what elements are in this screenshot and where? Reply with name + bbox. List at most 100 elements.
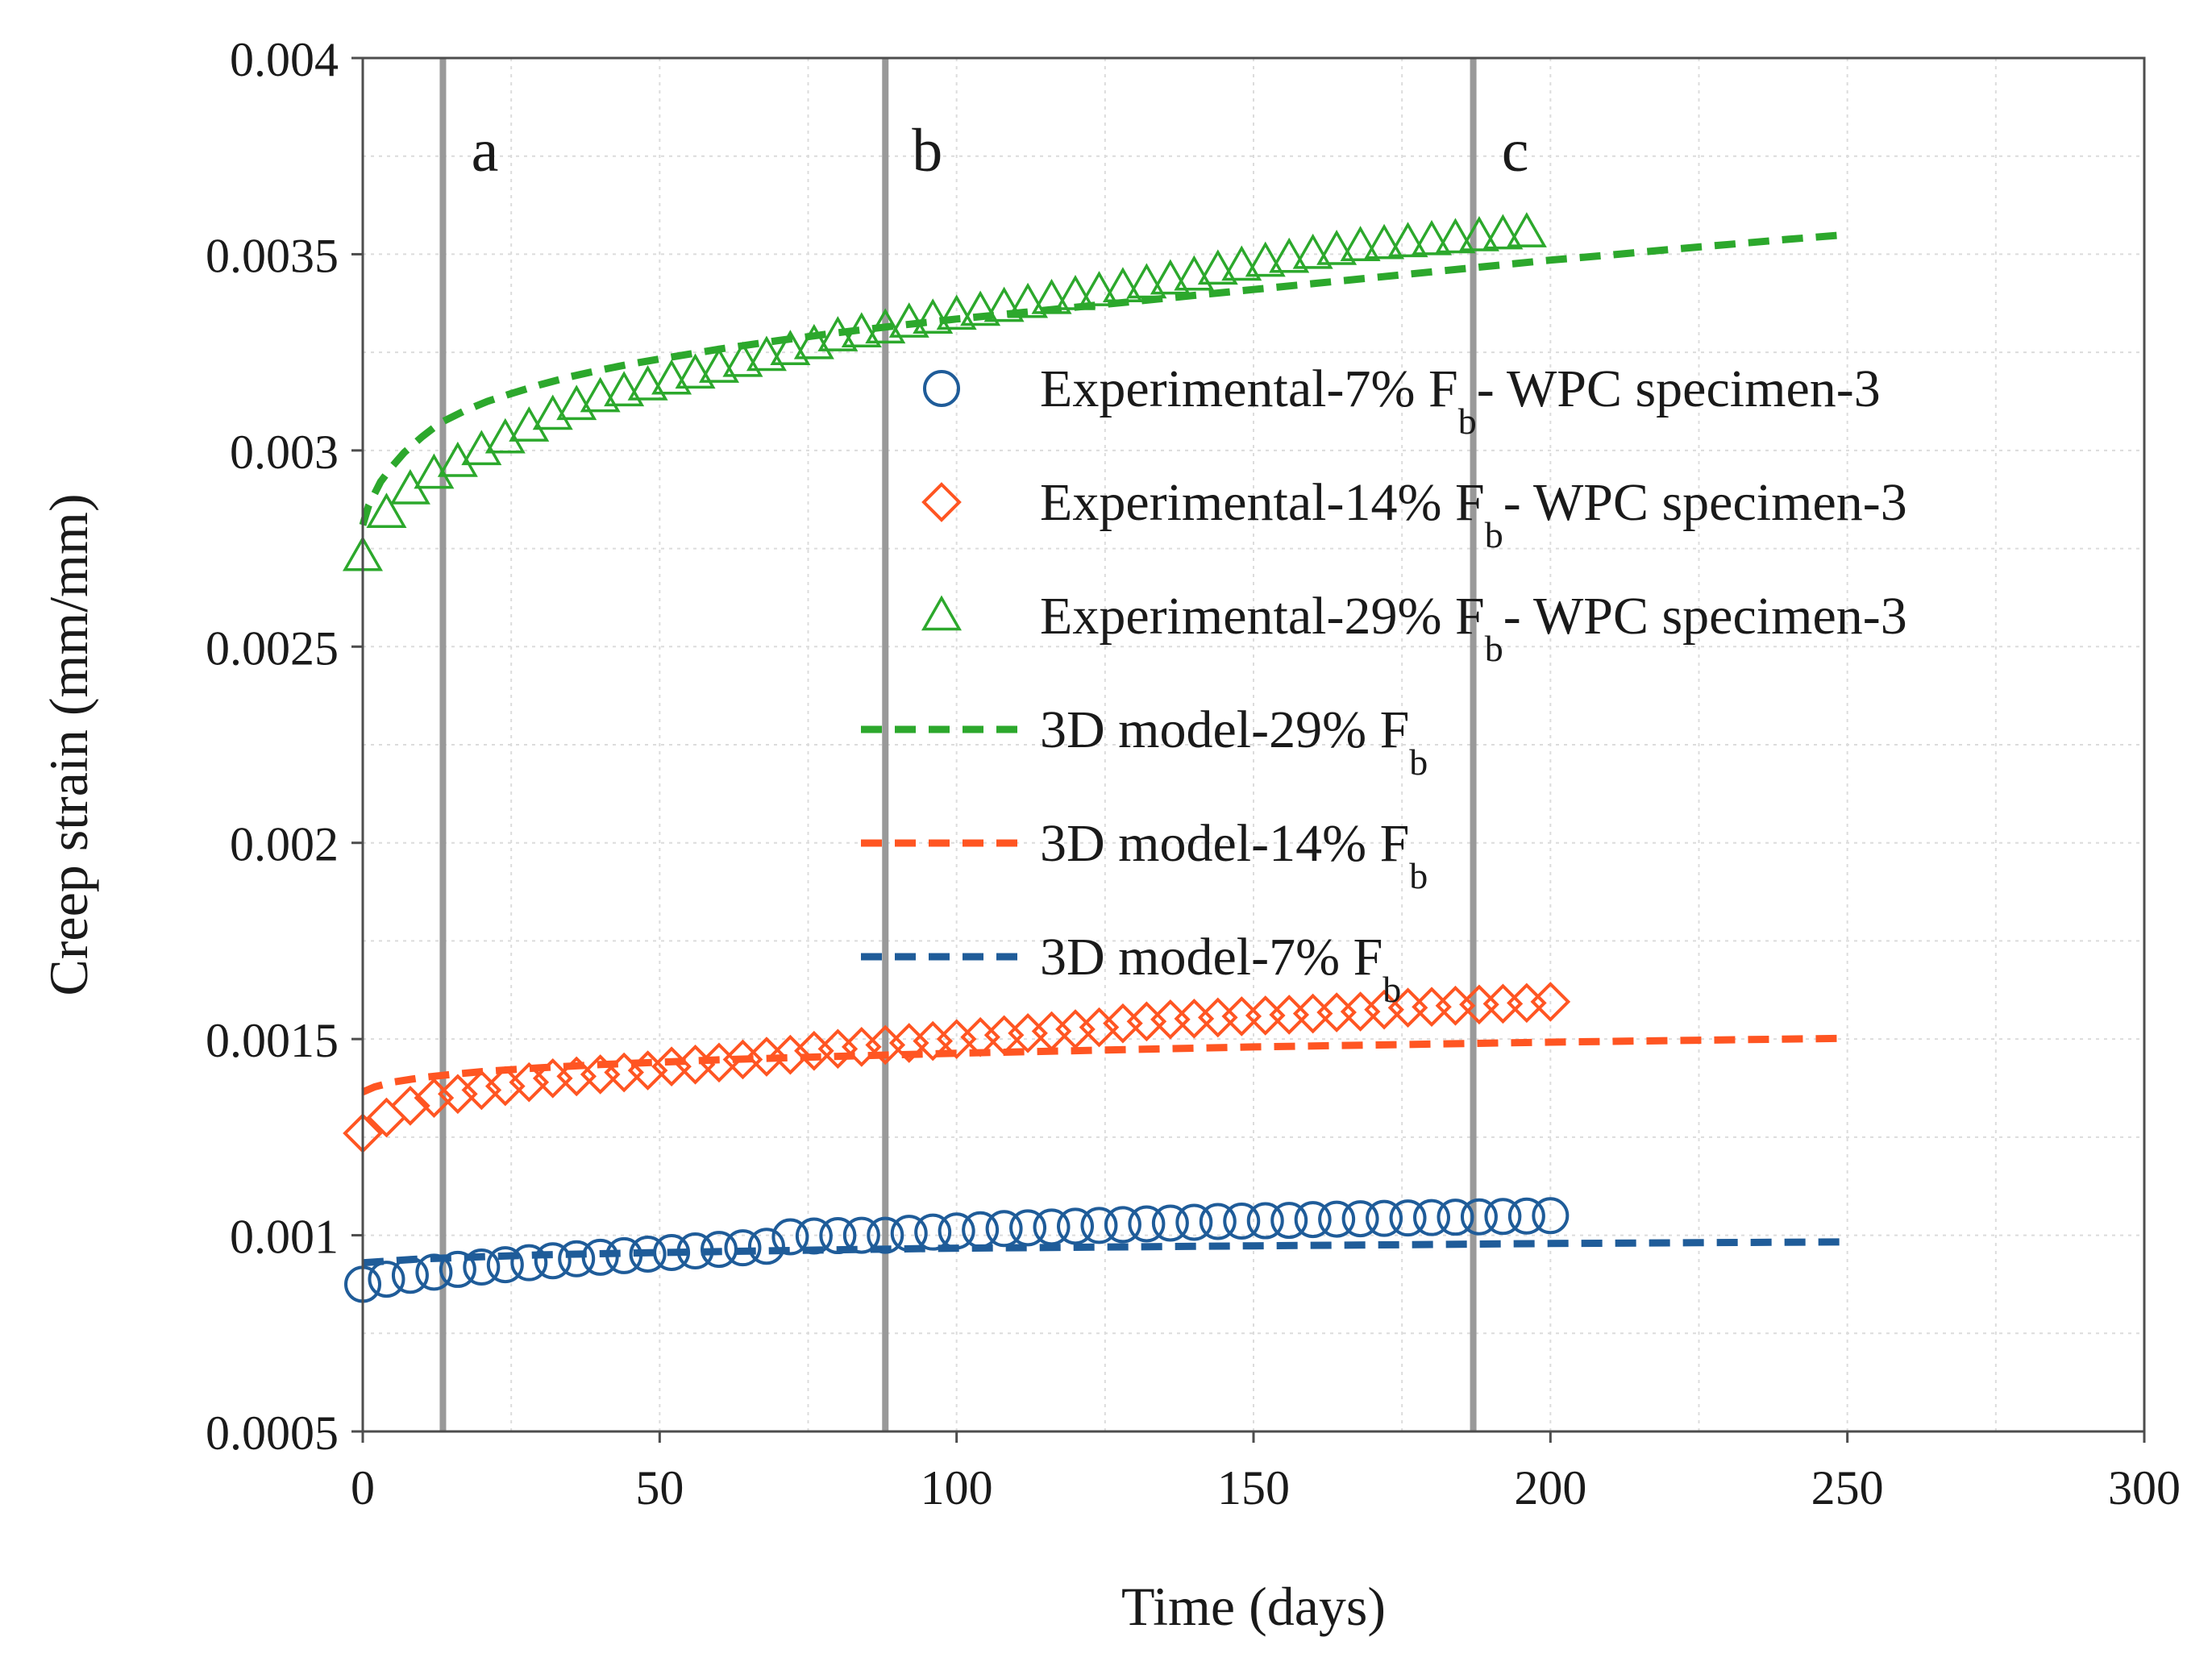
data-point-triangle — [1506, 212, 1547, 247]
data-point-diamond — [983, 1015, 1025, 1056]
legend-label-main: Experimental-7% F — [1040, 359, 1458, 418]
data-point-diamond — [817, 1028, 859, 1070]
data-point-diamond — [1412, 987, 1452, 1028]
data-point-diamond — [1530, 982, 1571, 1022]
model-curve-3 — [359, 231, 1848, 526]
x-tick-label: 0 — [351, 1461, 375, 1514]
data-point-circle — [1246, 1202, 1284, 1240]
data-point-triangle — [960, 290, 1001, 326]
data-point-triangle — [580, 376, 621, 413]
data-point-diamond — [1008, 1013, 1048, 1053]
data-point-circle — [914, 1213, 952, 1251]
data-point-triangle — [913, 298, 954, 334]
legend-label-main: 3D model-29% F — [1040, 700, 1409, 759]
legend-label-subscript: b — [1409, 742, 1428, 783]
data-point-diamond — [1150, 999, 1191, 1040]
legend-label-suffix: - WPC specimen-3 — [1477, 359, 1881, 418]
x-tick-label: 250 — [1811, 1461, 1884, 1514]
data-point-diamond — [1292, 993, 1333, 1034]
data-point-diamond — [1459, 984, 1499, 1025]
data-point-circle — [1318, 1200, 1356, 1238]
data-point-circle — [510, 1244, 548, 1282]
legend-label: Experimental-29% Fb- WPC specimen-3 — [1040, 587, 1907, 669]
data-point-triangle — [627, 364, 668, 401]
data-point-circle — [1460, 1198, 1498, 1236]
data-point-triangle — [1174, 255, 1215, 291]
data-point-circle — [1389, 1199, 1427, 1237]
data-point-circle — [1366, 1199, 1403, 1237]
series-4 — [361, 1034, 1848, 1096]
data-point-circle — [1413, 1199, 1450, 1236]
legend-label: 3D model-14% Fb — [1040, 814, 1428, 896]
data-point-triangle — [1411, 219, 1453, 256]
data-point-diamond — [770, 1034, 811, 1075]
data-point-circle — [1080, 1207, 1118, 1244]
data-point-diamond — [1031, 1011, 1072, 1052]
data-point-triangle — [651, 359, 692, 395]
legend-item-3: 3D model-29% Fb — [861, 700, 1428, 783]
legend-item-0: Experimental-7% Fb- WPC specimen-3 — [923, 359, 1881, 442]
data-point-circle — [1294, 1201, 1332, 1239]
y-tick-label: 0.001 — [230, 1211, 339, 1264]
legend-label-subscript: b — [1382, 969, 1401, 1010]
data-point-circle — [1270, 1202, 1308, 1240]
data-point-circle — [1175, 1203, 1213, 1241]
data-point-circle — [1532, 1197, 1570, 1235]
legend-label: 3D model-29% Fb — [1040, 700, 1428, 783]
series-1 — [343, 982, 1571, 1153]
data-point-circle — [1484, 1198, 1522, 1236]
data-point-diamond — [1079, 1007, 1120, 1048]
data-point-circle — [1437, 1199, 1474, 1236]
data-point-diamond — [722, 1039, 763, 1080]
data-point-circle — [1223, 1203, 1261, 1240]
legend: Experimental-7% Fb- WPC specimen-3Experi… — [861, 359, 1907, 1010]
x-tick-label: 200 — [1514, 1461, 1586, 1514]
data-point-triangle — [1150, 259, 1191, 295]
legend-label: Experimental-7% Fb- WPC specimen-3 — [1040, 359, 1881, 442]
data-point-circle — [368, 1261, 405, 1298]
data-point-triangle — [461, 430, 502, 466]
data-point-diamond — [1269, 995, 1310, 1035]
legend-label-main: Experimental-29% F — [1040, 587, 1485, 646]
legend-label-main: Experimental-14% F — [1040, 473, 1485, 532]
data-point-diamond — [1055, 1009, 1096, 1049]
data-point-circle — [771, 1218, 809, 1256]
data-point-triangle — [936, 294, 977, 330]
data-point-circle — [1199, 1203, 1237, 1240]
legend-label-subscript: b — [1458, 401, 1477, 442]
legend-item-5: 3D model-7% Fb — [861, 928, 1401, 1010]
data-point-triangle — [604, 371, 645, 407]
data-point-circle — [1009, 1209, 1047, 1247]
data-point-circle — [463, 1248, 501, 1286]
data-point-circle — [1128, 1205, 1166, 1243]
data-point-diamond — [390, 1086, 430, 1126]
data-point-diamond — [1435, 985, 1476, 1026]
data-point-diamond — [1316, 992, 1357, 1032]
legend-label-subscript: b — [1409, 855, 1428, 896]
data-point-circle — [842, 1216, 880, 1254]
legend-swatch-diamond — [921, 482, 962, 522]
data-point-circle — [724, 1229, 762, 1267]
data-point-circle — [1151, 1204, 1189, 1242]
data-point-diamond — [509, 1062, 550, 1103]
y-tick-label: 0.0035 — [206, 229, 339, 282]
data-point-circle — [558, 1240, 596, 1278]
data-point-diamond — [1340, 991, 1381, 1032]
data-point-triangle — [1340, 226, 1381, 261]
vertical-marker-label-b: b — [912, 117, 942, 185]
data-point-diamond — [1126, 1001, 1167, 1042]
data-point-triangle — [509, 406, 550, 442]
data-point-triangle — [1316, 230, 1358, 265]
legend-label-main: 3D model-14% F — [1040, 814, 1409, 873]
x-tick-label: 300 — [2108, 1461, 2181, 1514]
series-0 — [344, 1197, 1570, 1303]
y-tick-label: 0.003 — [230, 426, 339, 479]
x-tick-label: 100 — [921, 1461, 993, 1514]
data-point-triangle — [556, 384, 597, 421]
legend-swatch-triangle — [921, 595, 963, 631]
data-point-triangle — [1197, 249, 1238, 285]
data-point-diamond — [1482, 983, 1524, 1024]
data-point-triangle — [1079, 271, 1120, 306]
data-point-triangle — [698, 347, 740, 383]
